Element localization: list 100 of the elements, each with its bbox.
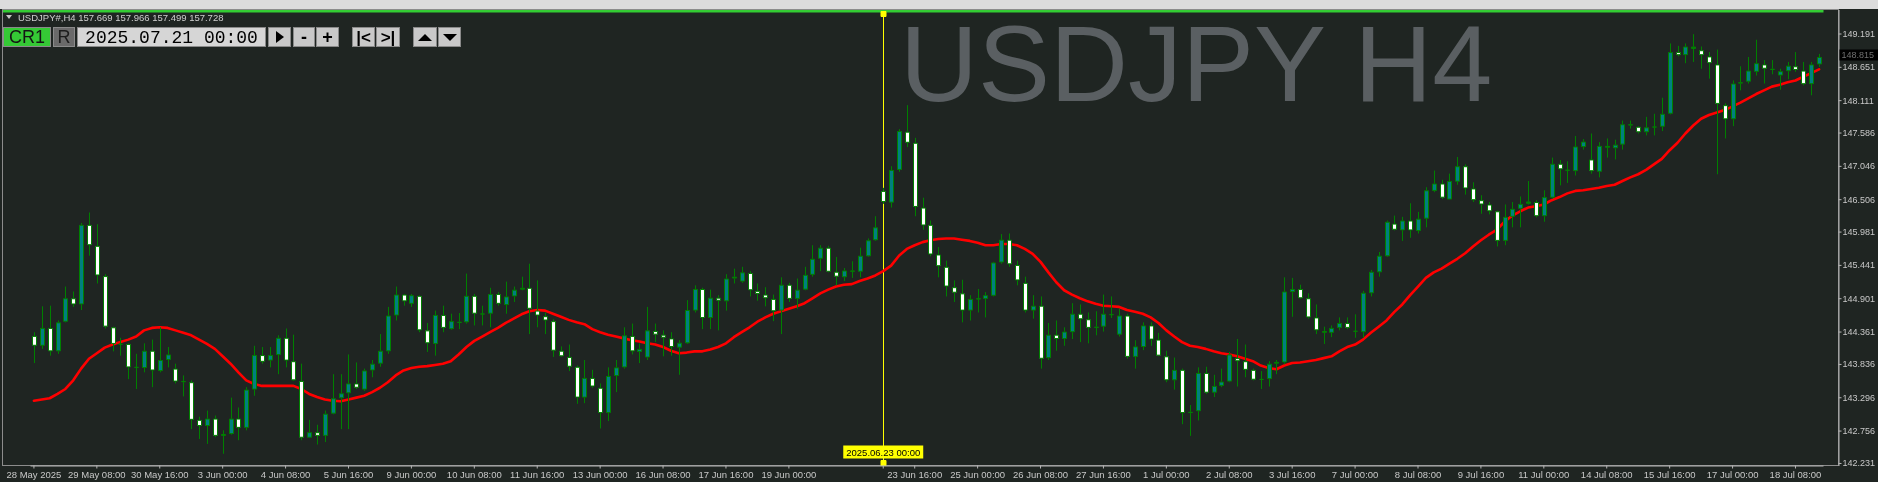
x-tick-label: 23 Jun 16:00 [887,469,943,481]
candlestick [1141,321,1146,351]
candlestick [1652,113,1657,136]
candlestick [1440,179,1445,200]
candlestick [323,410,328,443]
r-button: R [53,27,75,48]
x-tick-label: 27 Jun 16:00 [1075,469,1131,481]
candlestick [661,329,666,357]
x-tick-label: 13 Jun 00:00 [572,469,628,481]
candlestick [1558,159,1563,186]
candlestick [716,294,721,331]
candlestick [1094,310,1099,336]
candlestick [842,267,847,282]
candlestick [685,299,690,345]
candlestick [1227,351,1232,383]
y-tick-label: 142.231 [1842,458,1876,469]
candlestick [1180,368,1185,425]
x-tick-label: 9 Jun 00:00 [386,469,437,481]
candlestick [803,266,808,291]
candlestick [1542,189,1547,223]
candlestick [740,266,745,284]
candlestick [771,294,776,322]
candlestick [991,261,996,297]
candlestick [999,233,1004,265]
candlestick [307,419,312,439]
candlestick [1259,370,1264,390]
candlestick [559,345,564,358]
candlestick [386,306,391,355]
candlestick [173,363,178,384]
candlestick [1723,102,1728,139]
candlestick [229,397,234,436]
candlestick [205,410,210,445]
candlestick [1801,61,1806,86]
candlestick [1699,46,1704,70]
candlestick [1023,276,1028,313]
candlestick [1691,33,1696,63]
candlestick [142,342,147,373]
candlestick [1620,120,1625,151]
candlestick [433,310,438,357]
candlestick [512,286,517,303]
candlestick [889,165,894,209]
candlestick [1109,295,1114,319]
candlestick [1447,173,1452,201]
x-tick-label: 30 May 16:00 [130,469,189,481]
candlestick [260,346,265,365]
x-tick-label: 17 Jul 00:00 [1706,469,1759,481]
skip-end-button: >| [376,27,400,48]
candlestick [299,363,304,441]
candlestick [1628,120,1633,130]
candlestick [669,331,674,357]
candlestick [1786,61,1791,80]
candlestick [1031,294,1036,320]
candlestick [1156,332,1161,357]
candlestick [354,361,359,390]
y-tick-label: 147.586 [1842,127,1876,138]
candlestick [1573,135,1578,176]
x-tick-label: 17 Jun 16:00 [698,469,754,481]
candlestick [834,256,839,286]
candlestick [425,322,430,353]
candlestick [315,424,320,446]
candlestick [1581,138,1586,151]
candlestick [535,279,540,328]
candlestick [779,276,784,335]
x-tick-label: 16 Jun 08:00 [635,469,691,481]
candlestick [1070,302,1075,340]
candlestick [1778,68,1783,91]
y-tick-label: 144.361 [1842,326,1876,337]
skip-start-button: |< [352,27,375,48]
x-tick-label: 2025.06.23 00:00 [846,446,921,458]
candlestick [394,286,399,321]
candlestick [1746,56,1751,85]
candlestick [63,286,68,323]
chart-subtitle: USDJPY H4 [900,3,1493,124]
candlestick [126,342,131,380]
candlestick [1487,201,1492,215]
candlestick [339,373,344,430]
candlestick [598,382,603,429]
candlestick [1007,232,1012,268]
candlestick [1392,215,1397,231]
candlestick [1046,322,1051,361]
candlestick [520,276,525,291]
candlestick [1235,338,1240,388]
candlestick [1762,59,1767,85]
candlestick [897,128,902,173]
x-tick-label: 9 Jul 16:00 [1457,469,1505,481]
x-tick-label: 11 Jul 00:00 [1518,469,1570,481]
y-tick-label: 145.981 [1842,226,1876,237]
candlestick [291,334,296,382]
candlestick [1754,39,1759,77]
candlestick [708,289,713,330]
candlestick [1565,160,1570,184]
candlestick [79,222,84,311]
chart-title: USDJPY#,H4 157.669 157.966 157.499 157.728 [18,12,224,23]
x-tick-label: 18 Jul 08:00 [1769,469,1822,481]
annotation: - [301,27,307,48]
candlestick [1149,321,1154,347]
x-tick-label: 2 Jul 08:00 [1206,469,1253,481]
candlestick [1636,125,1641,135]
candlestick [197,416,202,440]
x-tick-label: 14 Jul 08:00 [1580,469,1633,481]
